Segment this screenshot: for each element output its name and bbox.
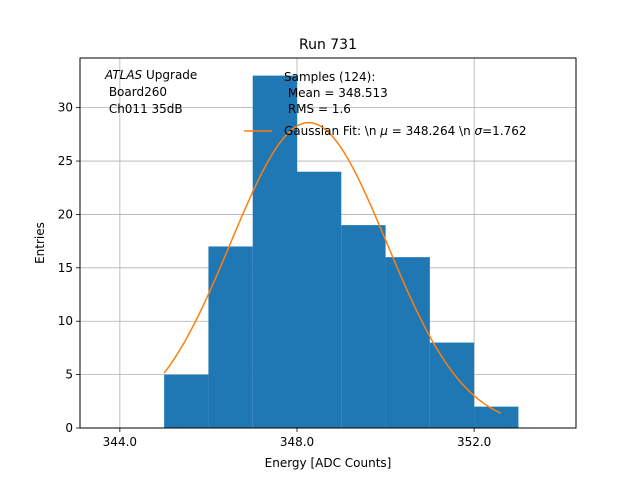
atlas-annotation: ATLAS Upgrade Board260 Ch011 35dB bbox=[104, 68, 197, 116]
y-tick-label-2: 10 bbox=[58, 314, 73, 328]
y-axis-label: Entries bbox=[33, 222, 47, 264]
x-axis-ticks: 344.0 348.0 352.0 bbox=[103, 428, 491, 449]
y-tick-label-1: 5 bbox=[65, 368, 73, 382]
histogram-bar-5 bbox=[385, 257, 430, 428]
annotation-atlas-word: ATLAS bbox=[104, 68, 143, 82]
plot-frame bbox=[79, 57, 577, 429]
histogram-bar-7 bbox=[474, 406, 519, 428]
legend-fit-suffix: =1.762 bbox=[482, 124, 526, 138]
y-tick-label-0: 0 bbox=[65, 421, 73, 435]
annotation-channel: Ch011 35dB bbox=[105, 102, 183, 116]
legend-samples-rms: RMS = 1.6 bbox=[284, 102, 351, 116]
histogram-bar-0 bbox=[164, 374, 209, 428]
legend-samples-count: Samples (124): bbox=[284, 70, 375, 84]
y-tick-label-4: 20 bbox=[58, 207, 73, 221]
y-tick-label-6: 30 bbox=[58, 101, 73, 115]
y-tick-label-3: 15 bbox=[58, 261, 73, 275]
y-tick-label-5: 25 bbox=[58, 154, 73, 168]
legend-fit-sigma: σ bbox=[475, 124, 483, 138]
chart-title: Run 731 bbox=[299, 37, 357, 53]
gaussian-fit-curve bbox=[163, 121, 502, 414]
svg-text:Gaussian Fit: \n μ = 348.264 \: Gaussian Fit: \n μ = 348.264 \n σ=1.762 bbox=[284, 124, 527, 138]
svg-text:ATLAS Upgrade: ATLAS Upgrade bbox=[104, 68, 197, 82]
x-tick-label-2: 352.0 bbox=[457, 435, 491, 449]
x-axis-label: Energy [ADC Counts] bbox=[265, 456, 392, 470]
histogram-bar-3 bbox=[297, 171, 342, 428]
legend-fit-mid: = 348.264 \n bbox=[388, 124, 475, 138]
histogram-bar-4 bbox=[341, 225, 386, 428]
annotation-board: Board260 bbox=[105, 85, 167, 99]
y-axis-ticks: 0 5 10 15 20 25 30 bbox=[58, 101, 80, 435]
legend-fit-prefix: Gaussian Fit: \n bbox=[284, 124, 380, 138]
annotation-upgrade-word: Upgrade bbox=[142, 68, 197, 82]
legend: Samples (124): Mean = 348.513 RMS = 1.6 … bbox=[244, 70, 527, 138]
histogram-bar-2 bbox=[252, 75, 297, 428]
histogram-bar-6 bbox=[429, 342, 475, 428]
legend-samples-mean: Mean = 348.513 bbox=[284, 86, 388, 100]
x-tick-label-0: 344.0 bbox=[103, 435, 137, 449]
histogram-bars bbox=[164, 75, 519, 428]
x-tick-label-1: 348.0 bbox=[280, 435, 314, 449]
legend-fit-mu: μ bbox=[379, 124, 388, 138]
histogram-bar-1 bbox=[208, 246, 253, 428]
